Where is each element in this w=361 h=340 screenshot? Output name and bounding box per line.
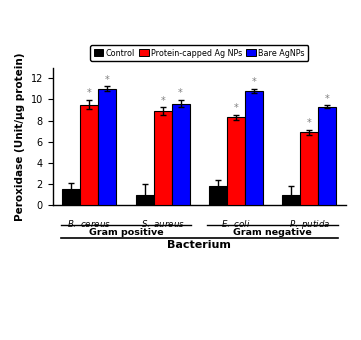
Text: *: * (325, 94, 330, 104)
Text: $\it{E.\ coli}$: $\it{E.\ coli}$ (221, 218, 251, 229)
Bar (98, 89, 116, 205)
Text: *: * (160, 96, 165, 106)
Bar (81, 105, 98, 205)
Bar (282, 195, 300, 205)
Bar (318, 107, 336, 205)
Bar (209, 186, 227, 205)
Text: *: * (234, 103, 238, 113)
Text: *: * (252, 77, 256, 87)
Text: $\it{S.\ aureus}$: $\it{S.\ aureus}$ (141, 218, 185, 229)
Text: Gram negative: Gram negative (233, 227, 312, 237)
Text: *: * (307, 118, 312, 128)
Bar (300, 132, 318, 205)
Bar (245, 91, 263, 205)
Text: *: * (178, 88, 183, 98)
Text: *: * (87, 88, 92, 98)
Text: $\it{B.\ cereus}$: $\it{B.\ cereus}$ (68, 218, 111, 229)
Text: $\it{P.\ putida}$: $\it{P.\ putida}$ (289, 218, 330, 231)
Bar (136, 195, 154, 205)
Bar (62, 189, 81, 205)
Bar (154, 111, 171, 205)
Bar (227, 117, 245, 205)
Bar (171, 104, 190, 205)
Y-axis label: Peroxidase (Unit/µg protein): Peroxidase (Unit/µg protein) (15, 52, 25, 221)
Text: Gram positive: Gram positive (89, 227, 163, 237)
Text: *: * (105, 75, 110, 85)
Legend: Control, Protein-capped Ag NPs, Bare AgNPs: Control, Protein-capped Ag NPs, Bare AgN… (91, 45, 308, 61)
Text: Bacterium: Bacterium (168, 240, 231, 250)
